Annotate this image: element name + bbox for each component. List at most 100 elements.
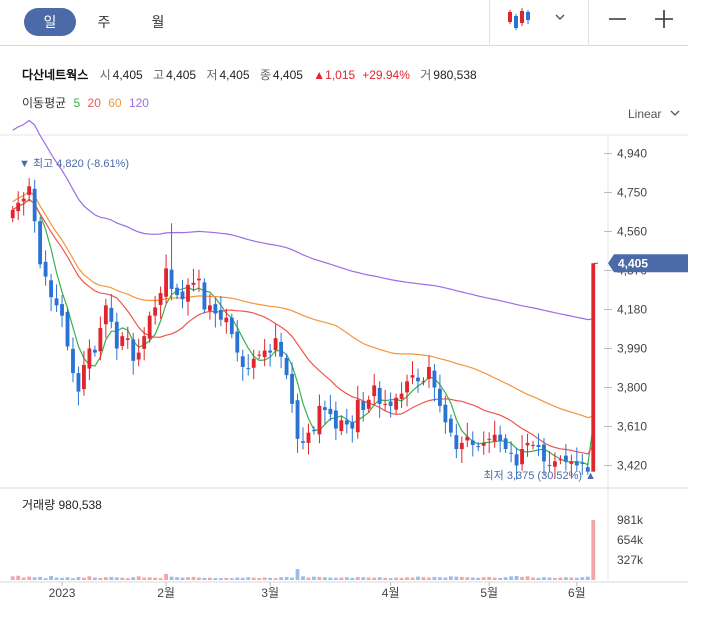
volume-bar <box>416 576 420 580</box>
zoom-out-button[interactable] <box>596 0 640 46</box>
volume-bar <box>503 577 508 580</box>
period-month-tab[interactable]: 월 <box>151 14 165 30</box>
candle-body <box>481 442 486 446</box>
y-tick-label: 3,610 <box>617 419 647 433</box>
volume-bar <box>427 577 431 580</box>
scale-select[interactable]: Linear <box>628 107 681 121</box>
volume-bar <box>43 578 48 580</box>
candle-body <box>322 407 327 411</box>
ma-5-line <box>12 198 594 466</box>
volume-bar <box>49 576 53 580</box>
volume-bar <box>509 576 514 580</box>
ma-120-line <box>12 119 594 321</box>
candle-body <box>361 401 366 411</box>
volume-bar <box>142 577 147 580</box>
volume-bar <box>525 576 530 580</box>
volume-value: 980,538 <box>433 68 477 82</box>
chart-type-select[interactable] <box>500 0 580 46</box>
candle-body <box>317 405 322 435</box>
volume-bar <box>339 577 344 580</box>
volume-bar <box>361 577 366 580</box>
candle-body <box>175 287 179 296</box>
volume-bar <box>470 577 475 580</box>
candle-body <box>498 434 503 441</box>
volume-bar <box>158 578 163 580</box>
volume-panel-title: 거래량 <box>22 498 56 512</box>
candle-body <box>147 315 152 339</box>
volume-bar <box>268 577 273 580</box>
volume-bar <box>175 577 179 580</box>
close-label: 종 <box>259 68 271 82</box>
period-week-tab[interactable]: 주 <box>97 14 111 30</box>
volume-bar <box>558 577 563 580</box>
volume-bar <box>372 577 377 580</box>
candle-body <box>213 304 218 314</box>
candle-body <box>514 454 519 466</box>
volume-bar <box>487 576 492 580</box>
candle-body <box>71 348 75 374</box>
candle-body <box>169 269 174 289</box>
volume-bar <box>27 576 32 580</box>
volume-bar <box>284 576 289 580</box>
candle-body <box>344 420 349 425</box>
candle-body <box>114 321 119 349</box>
volume-bar <box>295 568 300 580</box>
x-tick-label: 2월 <box>157 586 175 600</box>
candle-body <box>76 373 81 392</box>
candle-body <box>186 284 190 302</box>
candle-body <box>312 430 316 432</box>
volume-bar <box>21 577 26 580</box>
volume-bar <box>197 577 201 580</box>
candle-body <box>136 352 141 360</box>
zoom-in-button[interactable] <box>644 0 688 46</box>
candle-body <box>82 364 86 390</box>
candle-body <box>448 418 453 433</box>
volume-bar <box>65 577 70 580</box>
volume-bar <box>547 577 552 580</box>
period-toolbar: 일 주 월 <box>0 0 688 46</box>
y-tick-label: 3,990 <box>617 341 647 355</box>
candle-body <box>92 349 97 353</box>
candle-body <box>476 446 481 448</box>
candle-body <box>470 440 475 445</box>
candle-body <box>427 366 431 379</box>
volume-bar <box>383 577 388 580</box>
candle-body <box>38 221 43 265</box>
candlestick-icon <box>508 8 565 30</box>
ma-60-line <box>12 190 594 419</box>
volume-bar <box>448 576 453 580</box>
candle-body <box>421 381 426 383</box>
candle-body <box>16 202 21 212</box>
toolbar-divider <box>489 0 490 46</box>
volume-bar <box>328 577 333 580</box>
volume-bar <box>279 577 284 580</box>
x-tick-label: 3월 <box>261 586 279 600</box>
volume-bar <box>109 576 114 580</box>
ma-20-label: 20 <box>87 96 101 110</box>
volume-bar <box>459 576 464 580</box>
open-label: 시 <box>99 68 111 82</box>
candle-body <box>520 449 524 465</box>
volume-bar <box>465 577 470 580</box>
volume-bar <box>481 577 486 580</box>
chevron-down-icon <box>670 110 680 116</box>
period-day-tab[interactable]: 일 <box>24 8 76 36</box>
candle-body <box>459 442 464 450</box>
volume-bar <box>213 578 218 580</box>
volume-bar <box>388 578 393 580</box>
volume-bar <box>191 576 196 580</box>
candle-body <box>563 455 568 462</box>
y-tick-label: 4,560 <box>617 224 647 238</box>
volume-bar <box>432 576 437 580</box>
toolbar-divider <box>588 0 589 46</box>
volume-bar <box>147 577 152 580</box>
scale-label: Linear <box>628 107 662 121</box>
volume-bar <box>120 577 125 580</box>
candle-body <box>32 188 37 222</box>
candle-body <box>366 399 371 409</box>
volume-bar <box>82 577 86 580</box>
volume-bar <box>202 577 207 580</box>
candle-body <box>301 441 305 443</box>
